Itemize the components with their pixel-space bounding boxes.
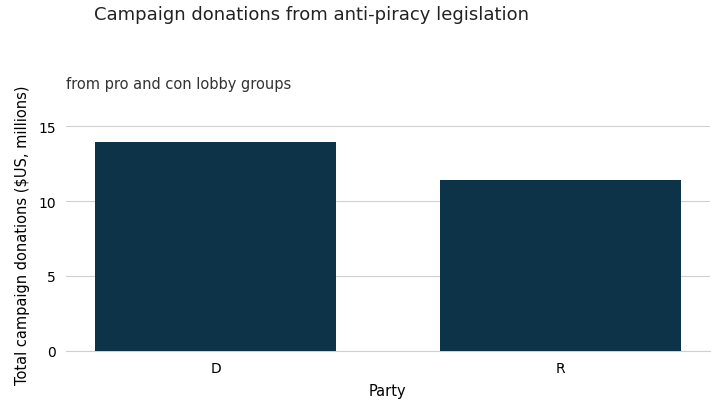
Bar xyxy=(95,143,336,351)
Y-axis label: Total campaign donations ($US, millions): Total campaign donations ($US, millions) xyxy=(15,86,30,385)
Text: Campaign donations from anti-piracy legislation: Campaign donations from anti-piracy legi… xyxy=(94,6,529,24)
Bar xyxy=(439,181,681,351)
X-axis label: Party: Party xyxy=(369,383,407,398)
Text: from pro and con lobby groups: from pro and con lobby groups xyxy=(66,77,291,92)
